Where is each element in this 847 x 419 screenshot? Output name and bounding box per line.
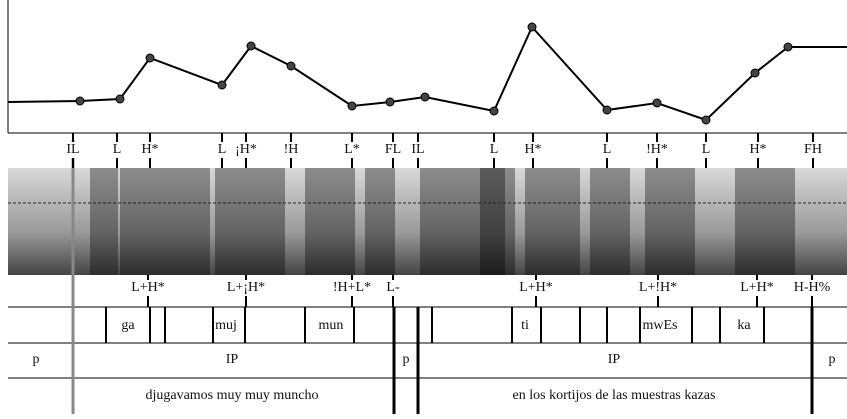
label-bg [371,280,415,296]
label-bg [232,142,260,158]
top-tone: IL [411,142,424,157]
pitch-target [145,53,155,63]
pitch-panel [7,0,847,134]
band [305,168,355,275]
pitch-contour [7,25,847,122]
syllable: mun [319,318,344,333]
bottom-tone: L- [386,280,400,295]
top-tone: H* [141,142,158,157]
top-tone: H* [749,142,766,157]
pitch-target [750,68,760,78]
top-tone: !H [284,142,299,157]
pitch-target [217,80,227,90]
phrase: p [829,352,836,367]
top-tone: L [218,142,227,157]
label-bg [593,142,621,158]
top-tone: FH [804,142,822,157]
band [480,168,515,275]
top-tone: H* [524,142,541,157]
sentence: djugavamos muy muy muncho [145,388,318,403]
bottom-tone: L+H* [131,280,165,295]
phrase: p [403,352,410,367]
bottom-tone: H-H% [794,280,831,295]
pitch-target [385,97,395,107]
top-tone: FL [385,142,401,157]
tiers [8,140,847,414]
top-tone: L* [344,142,360,157]
band [365,168,395,275]
top-tone: !H* [646,142,668,157]
syllable: mwEs [643,318,678,333]
syllable: ti [521,318,529,333]
label-bg [59,142,87,158]
bottom-tone: L+¡H* [227,280,265,295]
label-bg [224,280,268,296]
pitch-target [286,61,296,71]
label-bg [519,142,547,158]
spectrogram [8,168,847,275]
syllable: muj [215,318,237,333]
label-bg [799,142,827,158]
labels: IL L H* L ¡H* !H L* FL IL L H* L !H* L H* FH L+H* L+¡H* !H… [33,133,836,414]
band [420,168,505,275]
top-tone: L [490,142,499,157]
bottom-tone: !H+L* [333,280,371,295]
pitch-target [489,106,499,116]
top-tone: L [603,142,612,157]
label-bg [643,142,671,158]
pitch-target [652,98,662,108]
syllable: ka [737,318,751,333]
pitch-target [783,42,793,52]
label-bg [735,280,779,296]
pitch-target [420,92,430,102]
spectrogram-bg [8,168,847,275]
pitch-target [246,41,256,51]
pitch-target [602,105,612,115]
band [215,168,285,275]
label-bg [636,280,680,296]
label-bg [277,142,305,158]
pitch-target [75,96,85,106]
label-bg [126,280,170,296]
top-tone: IL [66,142,79,157]
label-bg [692,142,720,158]
label-bg [514,280,558,296]
syllable: ga [121,318,135,333]
top-tone: ¡H* [235,142,257,157]
pitch-targets [75,22,793,125]
top-tone: L [113,142,122,157]
band [590,168,630,275]
band [735,168,795,275]
label-bg [338,142,366,158]
sentence: en los kortijos de las muestras kazas [513,388,716,403]
pitch-target [347,101,357,111]
phrase: IP [608,352,621,367]
label-bg [790,280,834,296]
spectrogram-bands [90,168,795,275]
label-bg [379,142,407,158]
phrase: p [33,352,40,367]
bottom-tone: L+H* [740,280,774,295]
label-bg [208,142,236,158]
band [120,168,210,275]
pitch-target [527,22,537,32]
label-bg [744,142,772,158]
band [90,168,118,275]
top-tone: L [702,142,711,157]
label-bg [480,142,508,158]
phrase: IP [226,352,239,367]
band [525,168,580,275]
label-bg [103,142,131,158]
pitch-target [115,94,125,104]
bottom-tone: L+!H* [639,280,677,295]
label-bg [404,142,432,158]
bottom-tone: L+H* [519,280,553,295]
pitch-target [701,115,711,125]
band [645,168,695,275]
label-bg [330,280,374,296]
label-bg [136,142,164,158]
